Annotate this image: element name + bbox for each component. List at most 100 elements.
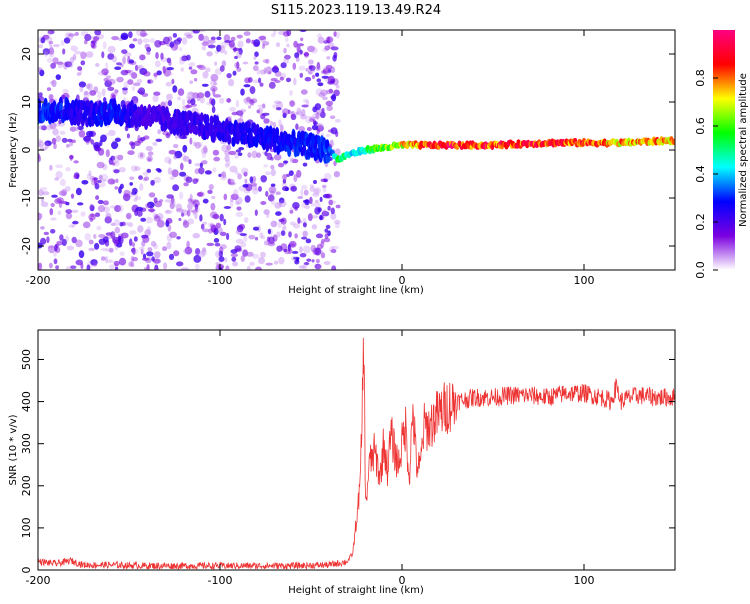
spectrogram-noise-point bbox=[133, 236, 138, 242]
spectrogram-noise-point bbox=[126, 133, 130, 139]
spectrogram-noise-point bbox=[310, 244, 316, 252]
spectrogram-noise-point bbox=[97, 181, 106, 188]
spectrogram-noise-point bbox=[105, 248, 110, 252]
x-tick-label: 100 bbox=[574, 274, 595, 287]
spectrogram-noise-point bbox=[330, 46, 339, 51]
spectrogram-noise-point bbox=[129, 230, 137, 235]
spectrogram-noise-point bbox=[70, 193, 75, 199]
spectrogram-noise-point bbox=[333, 219, 341, 225]
spectrogram-noise-point bbox=[84, 233, 91, 241]
spectrogram-noise-point bbox=[41, 125, 47, 131]
spectrogram-noise-point bbox=[134, 64, 139, 71]
spectrogram-noise-point bbox=[208, 39, 216, 44]
spectrogram-noise-point bbox=[228, 40, 235, 48]
spectrogram-noise-point bbox=[40, 237, 47, 245]
spectrogram-noise-point bbox=[278, 119, 282, 127]
spectrogram-noise-point bbox=[293, 223, 300, 229]
snr-y-axis-label: SNR (10 * v/v) bbox=[8, 414, 19, 485]
spectrogram-noise-point bbox=[316, 78, 322, 83]
spectrogram-noise-point bbox=[213, 81, 218, 86]
spectrogram-noise-point bbox=[156, 219, 165, 228]
spectrogram-noise-point bbox=[300, 37, 304, 42]
spectrogram-noise-point bbox=[304, 205, 311, 210]
spectrogram-noise-point bbox=[308, 59, 314, 65]
spectrogram-noise-point bbox=[53, 251, 57, 257]
spectrogram-noise-point bbox=[147, 79, 151, 84]
spectrogram-noise-point bbox=[272, 121, 277, 128]
spectrogram-noise-point bbox=[175, 208, 184, 213]
spectrogram-noise-point bbox=[224, 163, 230, 168]
spectrogram-noise-point bbox=[325, 133, 332, 137]
spectrogram-noise-point bbox=[190, 69, 198, 75]
spectrogram-noise-point bbox=[88, 213, 96, 221]
spectrogram-noise-point bbox=[47, 245, 56, 254]
spectrogram-noise-point bbox=[38, 139, 43, 144]
spectrogram-noise-point bbox=[197, 142, 203, 148]
spectrogram-noise-point bbox=[224, 150, 231, 156]
spectrogram-noise-point bbox=[105, 212, 112, 221]
chart-title: S115.2023.119.13.49.R24 bbox=[271, 3, 441, 18]
spectrogram-noise-point bbox=[208, 222, 214, 228]
spectrogram-noise-point bbox=[103, 206, 110, 213]
colorbar-ticks: 0.0 0.2 0.4 0.6 0.8 bbox=[694, 69, 718, 279]
spectrogram-noise-point bbox=[133, 140, 141, 146]
spectrogram-noise-point bbox=[200, 249, 207, 256]
spectrogram-noise-point bbox=[110, 232, 117, 240]
spectrogram-noise-point bbox=[57, 60, 64, 69]
spectrogram-noise-point bbox=[234, 245, 242, 252]
spectrogram-noise-point bbox=[314, 187, 322, 194]
spectrogram-noise-point bbox=[223, 34, 231, 42]
spectrogram-noise-point bbox=[295, 258, 300, 262]
spectrogram-noise-point bbox=[139, 183, 144, 191]
spectrogram-noise-point bbox=[58, 119, 62, 124]
spectrogram-noise-point bbox=[235, 99, 239, 108]
spectrogram-noise-point bbox=[323, 172, 332, 181]
spectrogram-noise-point bbox=[168, 253, 175, 260]
spectrogram-noise-point bbox=[249, 261, 255, 266]
spectrogram-noise-point bbox=[327, 230, 331, 237]
spectrogram-noise-point bbox=[118, 257, 127, 266]
spectrogram-noise-point bbox=[276, 231, 281, 238]
spectrogram-noise-point bbox=[145, 145, 153, 152]
spectrogram-noise-point bbox=[313, 188, 320, 196]
spectrogram-noise-point bbox=[229, 197, 234, 203]
spectrogram-noise-point bbox=[266, 236, 271, 243]
spectrogram-noise-point bbox=[101, 68, 109, 76]
spectrogram-x-axis-label: Height of straight line (km) bbox=[288, 285, 424, 296]
spectrogram-noise-point bbox=[82, 221, 91, 229]
spectrogram-noise-point bbox=[202, 228, 210, 233]
spectrogram-noise-point bbox=[274, 202, 282, 209]
spectrogram-noise-point bbox=[51, 194, 58, 198]
spectrogram-noise-point bbox=[210, 224, 217, 233]
spectrogram-noise-point bbox=[247, 152, 252, 158]
spectrogram-noise-point bbox=[175, 203, 183, 212]
spectrogram-noise-point bbox=[137, 89, 144, 94]
spectrogram-noise-point bbox=[181, 55, 188, 62]
spectrogram-noise-point bbox=[322, 68, 329, 74]
spectrogram-noise-point bbox=[219, 174, 227, 181]
spectrogram-noise-point bbox=[118, 204, 124, 213]
spectrogram-noise-point bbox=[97, 199, 104, 205]
spectrogram-noise-point bbox=[176, 37, 182, 42]
spectrogram-ridge-point bbox=[147, 104, 152, 114]
spectrogram-noise-point bbox=[324, 45, 331, 51]
spectrogram-noise-point bbox=[146, 168, 152, 173]
spectrogram-noise-point bbox=[278, 200, 287, 208]
spectrogram-noise-point bbox=[295, 111, 303, 116]
spectrogram-noise-point bbox=[47, 245, 55, 249]
spectrogram-noise-point bbox=[140, 217, 147, 222]
spectrogram-noise-point bbox=[107, 45, 116, 54]
spectrogram-noise-point bbox=[83, 135, 91, 142]
spectrogram-noise-point bbox=[232, 47, 241, 52]
spectrogram-noise-point bbox=[75, 239, 83, 248]
spectrogram-noise-point bbox=[80, 211, 86, 217]
spectrogram-noise-point bbox=[250, 184, 257, 191]
spectrogram-noise-point bbox=[273, 260, 279, 265]
spectrogram-noise-point bbox=[311, 215, 319, 219]
spectrogram-noise-point bbox=[326, 105, 333, 111]
spectrogram-noise-point bbox=[293, 40, 298, 48]
spectrogram-noise-point bbox=[160, 52, 164, 60]
spectrogram-noise-point bbox=[240, 241, 247, 248]
y-tick-label: -20 bbox=[20, 237, 33, 255]
spectrogram-noise-point bbox=[105, 75, 112, 79]
